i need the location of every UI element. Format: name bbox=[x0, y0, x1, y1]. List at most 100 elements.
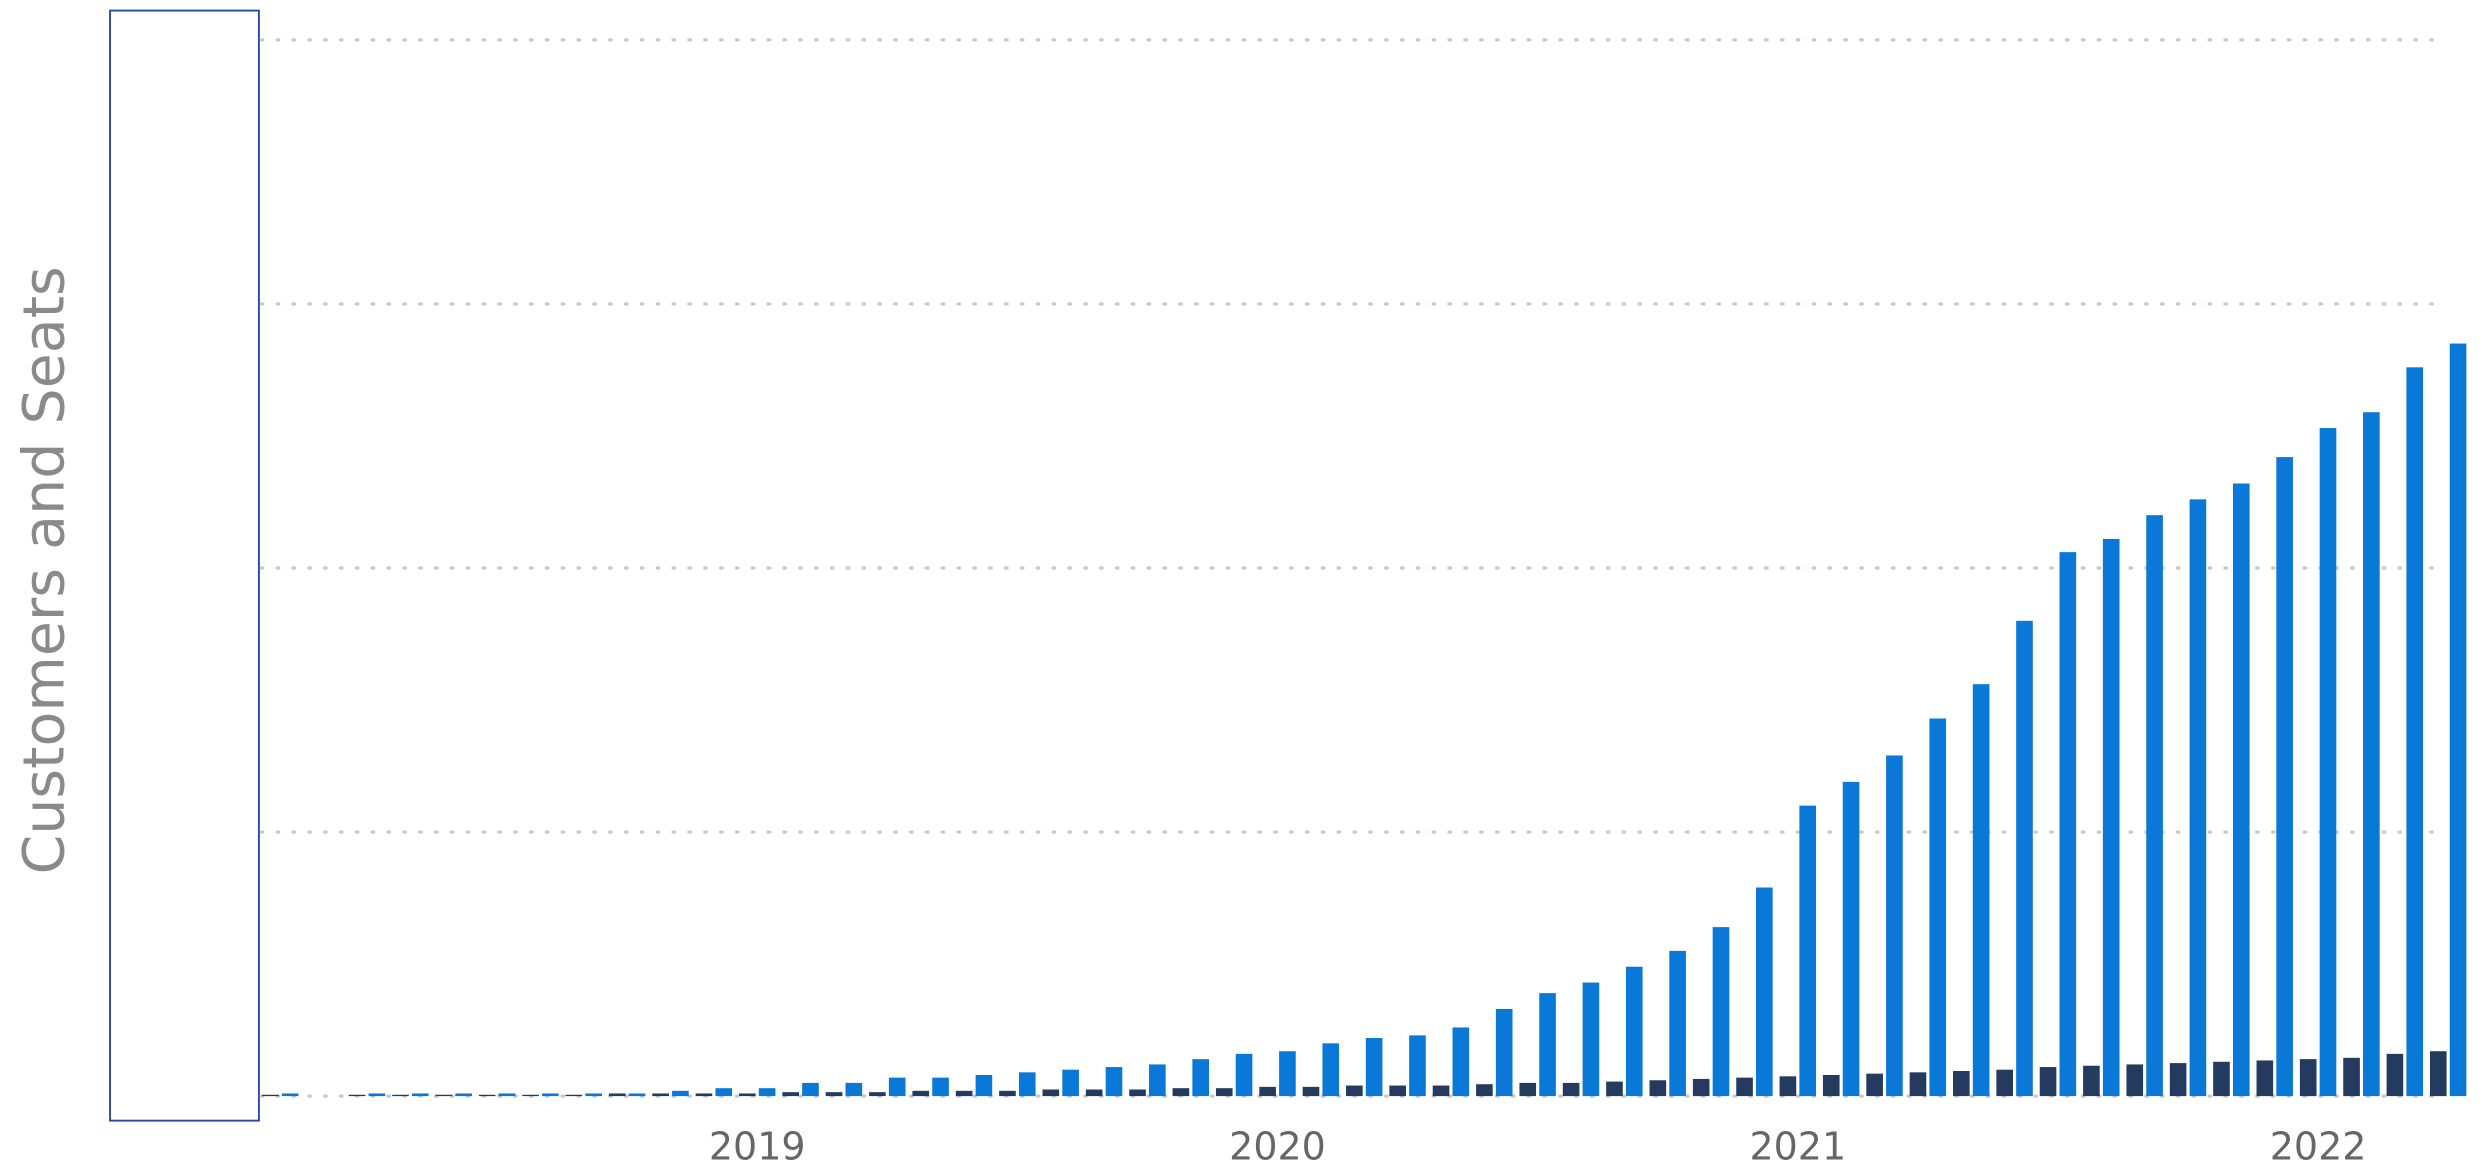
bar bbox=[758, 1088, 776, 1097]
bar bbox=[1042, 1089, 1060, 1097]
bar bbox=[1172, 1088, 1190, 1097]
bar bbox=[2146, 515, 2163, 1097]
bar bbox=[1582, 982, 1600, 1097]
bar bbox=[1452, 1027, 1470, 1097]
bar bbox=[1539, 993, 1556, 1097]
bar bbox=[802, 1082, 819, 1097]
bar bbox=[1822, 1074, 1840, 1097]
bar bbox=[1736, 1077, 1753, 1097]
bar bbox=[825, 1092, 843, 1097]
bar bbox=[1192, 1059, 1210, 1097]
bar bbox=[912, 1090, 930, 1097]
bar bbox=[1972, 684, 1990, 1097]
bar bbox=[2256, 1060, 2274, 1097]
bar bbox=[392, 1094, 409, 1097]
bar bbox=[2429, 1051, 2447, 1097]
bar bbox=[1346, 1085, 1363, 1097]
bar bbox=[1149, 1064, 1166, 1097]
bar bbox=[845, 1082, 863, 1097]
bar bbox=[2213, 1061, 2230, 1097]
bar bbox=[715, 1088, 733, 1097]
bar bbox=[435, 1094, 453, 1097]
bar bbox=[411, 1093, 429, 1097]
bar bbox=[1866, 1073, 1883, 1097]
bar bbox=[585, 1093, 603, 1097]
bar bbox=[262, 1094, 279, 1097]
bar bbox=[1779, 1076, 1797, 1097]
bar bbox=[1953, 1071, 1970, 1097]
bar bbox=[2363, 412, 2380, 1097]
bar bbox=[281, 1093, 299, 1097]
bar bbox=[1062, 1069, 1079, 1097]
bar bbox=[955, 1090, 973, 1097]
bar bbox=[522, 1094, 539, 1097]
bar bbox=[2016, 620, 2033, 1097]
y-axis-title: Customers and Seats bbox=[11, 266, 77, 874]
x-tick-label: 2019 bbox=[709, 1124, 806, 1168]
bar bbox=[888, 1077, 906, 1097]
bar bbox=[1669, 950, 1686, 1097]
bar bbox=[1129, 1089, 1146, 1097]
bar bbox=[1259, 1086, 1276, 1097]
bar bbox=[478, 1094, 496, 1097]
bar bbox=[608, 1093, 626, 1097]
bar bbox=[2319, 428, 2337, 1097]
bar bbox=[1085, 1089, 1103, 1097]
bar bbox=[1799, 805, 1817, 1097]
bar bbox=[1606, 1081, 1623, 1097]
bar bbox=[1389, 1085, 1406, 1097]
bar bbox=[1105, 1067, 1123, 1097]
bar bbox=[1476, 1084, 1493, 1097]
bar bbox=[782, 1092, 799, 1097]
bar bbox=[1215, 1088, 1233, 1097]
bar bbox=[1625, 966, 1643, 1097]
bar bbox=[2276, 457, 2293, 1097]
x-tick-label: 2022 bbox=[2270, 1124, 2367, 1168]
bar bbox=[498, 1093, 516, 1097]
bar bbox=[1302, 1086, 1320, 1097]
bar bbox=[1322, 1043, 1340, 1097]
bar bbox=[368, 1093, 386, 1097]
bar bbox=[1996, 1069, 2014, 1097]
bar bbox=[2126, 1064, 2144, 1097]
bar bbox=[999, 1090, 1016, 1097]
bar bbox=[869, 1092, 886, 1097]
bar bbox=[2102, 538, 2120, 1097]
bar bbox=[695, 1093, 713, 1097]
bar bbox=[1649, 1080, 1667, 1097]
x-tick-label: 2020 bbox=[1229, 1124, 1326, 1168]
bar bbox=[975, 1074, 993, 1097]
bar bbox=[1409, 1035, 1426, 1097]
bar bbox=[1562, 1082, 1580, 1097]
bar bbox=[1909, 1072, 1927, 1097]
bar bbox=[1018, 1072, 1036, 1097]
bar bbox=[652, 1093, 669, 1097]
bar bbox=[1886, 755, 1903, 1097]
bar bbox=[932, 1077, 949, 1097]
bar bbox=[2386, 1053, 2404, 1097]
bar bbox=[2169, 1063, 2187, 1097]
bar bbox=[2299, 1059, 2317, 1097]
bar bbox=[2343, 1057, 2360, 1097]
bar bbox=[739, 1093, 756, 1097]
bar bbox=[2083, 1065, 2100, 1097]
bar bbox=[2039, 1067, 2057, 1097]
bar bbox=[455, 1093, 472, 1097]
bar bbox=[1712, 927, 1730, 1097]
bar bbox=[2449, 343, 2467, 1097]
x-tick-label: 2021 bbox=[1749, 1124, 1846, 1168]
bar bbox=[1279, 1051, 1296, 1097]
bar bbox=[1842, 781, 1860, 1097]
bar bbox=[2232, 483, 2250, 1097]
bar bbox=[1519, 1082, 1537, 1097]
bar bbox=[1692, 1078, 1710, 1097]
bar bbox=[348, 1094, 366, 1097]
bar bbox=[2059, 552, 2077, 1097]
bar bbox=[1929, 718, 1947, 1097]
bar bbox=[1365, 1038, 1383, 1097]
bar bbox=[1235, 1053, 1253, 1097]
axis-mask bbox=[109, 9, 260, 1122]
bar bbox=[1495, 1008, 1513, 1097]
bar bbox=[1432, 1085, 1450, 1097]
